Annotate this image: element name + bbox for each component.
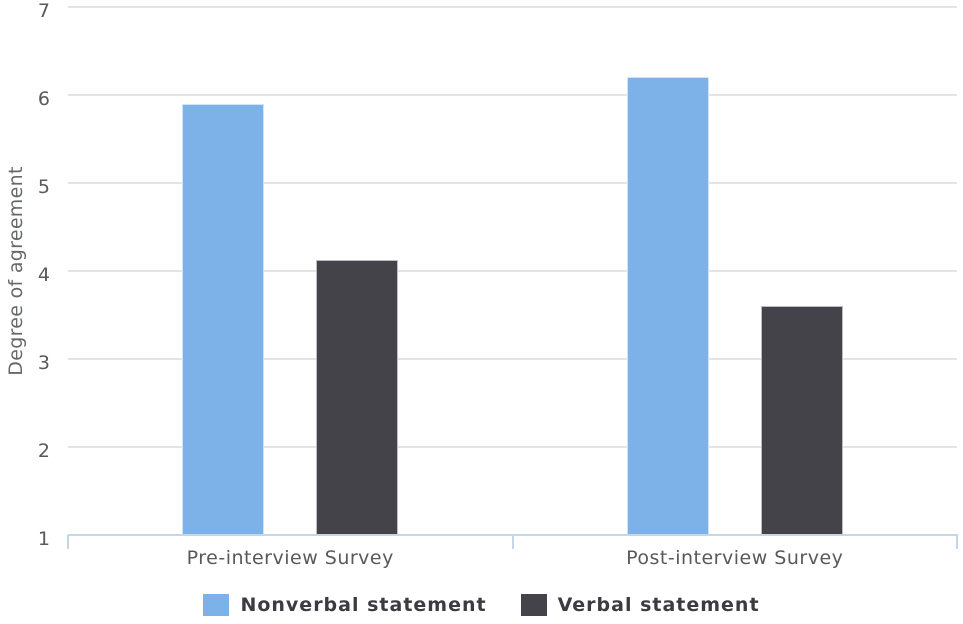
legend-swatch bbox=[203, 594, 230, 616]
x-axis-tick bbox=[511, 535, 514, 549]
gridline bbox=[68, 358, 957, 360]
gridline bbox=[68, 182, 957, 184]
category-group bbox=[68, 7, 513, 535]
y-tick-label: 5 bbox=[37, 176, 50, 198]
y-tick-label: 4 bbox=[37, 264, 50, 286]
gridline bbox=[68, 270, 957, 272]
bar-verbal-statement bbox=[316, 259, 399, 535]
y-tick-label: 2 bbox=[37, 440, 50, 462]
y-tick-label: 6 bbox=[37, 88, 50, 110]
bar-verbal-statement bbox=[760, 306, 843, 535]
plot-area bbox=[68, 6, 958, 535]
y-tick-label: 3 bbox=[37, 352, 50, 374]
x-axis-tick bbox=[956, 535, 958, 549]
y-tick-label: 7 bbox=[37, 0, 50, 22]
x-axis-tick bbox=[67, 535, 69, 549]
bar-nonverbal-statement bbox=[182, 103, 265, 535]
legend-label: Verbal statement bbox=[557, 594, 760, 616]
legend-item: Nonverbal statement bbox=[203, 594, 486, 616]
bar-nonverbal-statement bbox=[626, 76, 709, 535]
legend: Nonverbal statement Verbal statement bbox=[0, 594, 963, 616]
x-category-label: Pre-interview Survey bbox=[186, 547, 394, 569]
category-group bbox=[513, 7, 958, 535]
x-category-label: Post-interview Survey bbox=[626, 547, 844, 569]
gridline bbox=[68, 6, 957, 8]
legend-item: Verbal statement bbox=[520, 594, 760, 616]
legend-swatch bbox=[520, 594, 547, 616]
legend-label: Nonverbal statement bbox=[240, 594, 487, 616]
gridline bbox=[68, 446, 957, 448]
gridline bbox=[68, 94, 957, 96]
y-tick-label: 1 bbox=[37, 528, 50, 550]
